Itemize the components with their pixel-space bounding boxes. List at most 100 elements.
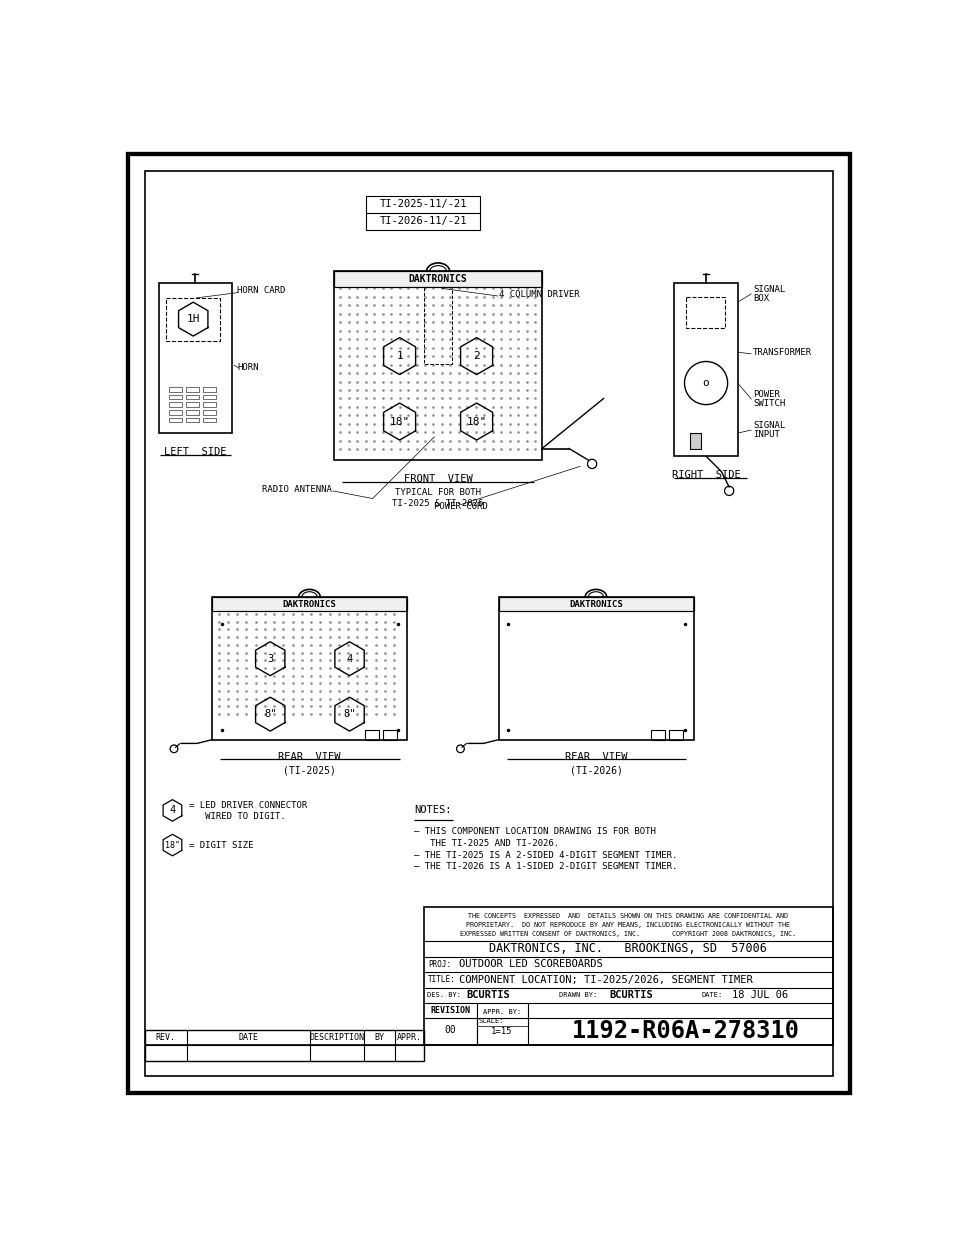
Text: – THIS COMPONENT LOCATION DRAWING IS FOR BOTH: – THIS COMPONENT LOCATION DRAWING IS FOR… bbox=[414, 827, 656, 836]
Text: 18": 18" bbox=[466, 416, 486, 426]
Bar bbox=[166, 299, 220, 341]
Bar bbox=[203, 403, 215, 406]
Text: 4 COLUMN DRIVER: 4 COLUMN DRIVER bbox=[498, 290, 579, 299]
Text: INPUT: INPUT bbox=[752, 430, 780, 440]
Text: SWITCH: SWITCH bbox=[752, 399, 784, 409]
Text: BCURTIS: BCURTIS bbox=[466, 990, 510, 1000]
Text: – THE TI-2026 IS A 1-SIDED 2-DIGIT SEGMENT TIMER.: – THE TI-2026 IS A 1-SIDED 2-DIGIT SEGME… bbox=[414, 862, 677, 871]
Text: = DIGIT SIZE: = DIGIT SIZE bbox=[190, 841, 253, 850]
Text: REAR  VIEW: REAR VIEW bbox=[564, 752, 626, 762]
Text: DAKTRONICS: DAKTRONICS bbox=[408, 274, 467, 284]
Text: (TI-2026): (TI-2026) bbox=[569, 766, 621, 776]
Bar bbox=[170, 395, 181, 399]
Bar bbox=[424, 287, 452, 364]
Bar bbox=[203, 395, 215, 399]
Text: REV.: REV. bbox=[155, 1032, 175, 1042]
Text: = LED DRIVER CONNECTOR: = LED DRIVER CONNECTOR bbox=[190, 802, 307, 810]
Text: 4: 4 bbox=[169, 805, 175, 815]
Bar bbox=[498, 597, 693, 740]
Text: HORN: HORN bbox=[237, 363, 258, 372]
Bar bbox=[186, 417, 198, 422]
Text: TI-2025-11/-21: TI-2025-11/-21 bbox=[379, 199, 467, 210]
Text: BOX: BOX bbox=[752, 294, 768, 303]
Bar bbox=[186, 410, 198, 415]
Bar bbox=[674, 283, 737, 456]
Text: PROJ:: PROJ: bbox=[428, 960, 451, 969]
Text: DRAWN BY:: DRAWN BY: bbox=[558, 992, 597, 998]
Text: DESCRIPTION: DESCRIPTION bbox=[310, 1032, 364, 1042]
Text: TRANSFORMER: TRANSFORMER bbox=[752, 348, 811, 357]
Text: BY: BY bbox=[375, 1032, 384, 1042]
Bar bbox=[498, 597, 693, 611]
Text: 18": 18" bbox=[389, 416, 409, 426]
Bar bbox=[145, 1030, 424, 1061]
Bar bbox=[382, 730, 396, 740]
Text: THE TI-2025 AND TI-2026.: THE TI-2025 AND TI-2026. bbox=[414, 839, 558, 848]
Text: 1=15: 1=15 bbox=[491, 1026, 512, 1036]
Text: TI-2025 & TI-2026: TI-2025 & TI-2026 bbox=[392, 499, 483, 508]
Text: RADIO ANTENNA: RADIO ANTENNA bbox=[262, 485, 332, 494]
Text: POWER CORD: POWER CORD bbox=[433, 501, 487, 511]
Text: PROPRIETARY.  DO NOT REPRODUCE BY ANY MEANS, INCLUDING ELECTRONICALLY WITHOUT TH: PROPRIETARY. DO NOT REPRODUCE BY ANY MEA… bbox=[466, 923, 789, 929]
Text: BCURTIS: BCURTIS bbox=[608, 990, 652, 1000]
Text: o: o bbox=[702, 378, 709, 388]
Text: SCALE:: SCALE: bbox=[477, 1018, 503, 1024]
Text: 8": 8" bbox=[343, 709, 355, 719]
Bar bbox=[685, 296, 723, 327]
Text: 2: 2 bbox=[473, 351, 479, 361]
Text: APPR. BY:: APPR. BY: bbox=[482, 1009, 520, 1015]
Text: SIGNAL: SIGNAL bbox=[752, 284, 784, 294]
Text: HORN CARD: HORN CARD bbox=[237, 287, 285, 295]
Bar bbox=[203, 410, 215, 415]
Text: EXPRESSED WRITTEN CONSENT OF DAKTRONICS, INC.        COPYRIGHT 2008 DAKTRONICS, : EXPRESSED WRITTEN CONSENT OF DAKTRONICS,… bbox=[459, 931, 796, 937]
Bar bbox=[334, 272, 541, 461]
Text: WIRED TO DIGIT.: WIRED TO DIGIT. bbox=[190, 813, 286, 821]
Bar bbox=[651, 730, 664, 740]
Bar bbox=[170, 403, 181, 406]
Text: 3: 3 bbox=[267, 653, 274, 663]
Text: TITLE:: TITLE: bbox=[428, 976, 456, 984]
Text: DATE:: DATE: bbox=[700, 992, 722, 998]
Text: (TI-2025): (TI-2025) bbox=[283, 766, 335, 776]
Text: 1192-R06A-278310: 1192-R06A-278310 bbox=[572, 1019, 800, 1044]
Bar bbox=[186, 403, 198, 406]
Bar bbox=[203, 417, 215, 422]
Text: REAR  VIEW: REAR VIEW bbox=[278, 752, 340, 762]
Text: 00: 00 bbox=[444, 1025, 456, 1035]
Text: DAKTRONICS: DAKTRONICS bbox=[282, 599, 336, 609]
Bar bbox=[186, 387, 198, 391]
Text: DAKTRONICS: DAKTRONICS bbox=[569, 599, 622, 609]
Bar bbox=[689, 433, 700, 448]
Bar bbox=[213, 597, 407, 740]
Text: POWER: POWER bbox=[752, 390, 780, 399]
Text: SIGNAL: SIGNAL bbox=[752, 421, 784, 430]
Bar bbox=[366, 196, 480, 230]
Text: LEFT  SIDE: LEFT SIDE bbox=[163, 447, 226, 457]
Bar bbox=[365, 730, 378, 740]
Text: FRONT  VIEW: FRONT VIEW bbox=[403, 474, 472, 484]
Text: APPR.: APPR. bbox=[396, 1032, 421, 1042]
Text: 18": 18" bbox=[165, 841, 180, 850]
Text: TYPICAL FOR BOTH: TYPICAL FOR BOTH bbox=[395, 488, 480, 496]
Bar bbox=[213, 597, 407, 611]
Text: REVISION: REVISION bbox=[430, 1007, 470, 1015]
Bar bbox=[213, 597, 407, 611]
Text: – THE TI-2025 IS A 2-SIDED 4-DIGIT SEGMENT TIMER.: – THE TI-2025 IS A 2-SIDED 4-DIGIT SEGME… bbox=[414, 851, 677, 860]
Text: 8": 8" bbox=[264, 709, 276, 719]
Text: TI-2026-11/-21: TI-2026-11/-21 bbox=[379, 216, 467, 226]
Bar bbox=[186, 395, 198, 399]
Text: DAKTRONICS, INC.   BROOKINGS, SD  57006: DAKTRONICS, INC. BROOKINGS, SD 57006 bbox=[489, 942, 766, 956]
Bar bbox=[498, 597, 693, 611]
Text: 1H: 1H bbox=[186, 314, 200, 324]
Text: DES. BY:: DES. BY: bbox=[426, 992, 460, 998]
Text: COMPONENT LOCATION; TI-2025/2026, SEGMENT TIMER: COMPONENT LOCATION; TI-2025/2026, SEGMEN… bbox=[458, 974, 752, 984]
Text: NOTES:: NOTES: bbox=[414, 805, 452, 815]
Text: OUTDOOR LED SCOREBOARDS: OUTDOOR LED SCOREBOARDS bbox=[458, 960, 602, 969]
Bar bbox=[170, 387, 181, 391]
Bar bbox=[334, 272, 541, 287]
Bar bbox=[668, 730, 682, 740]
Bar bbox=[424, 906, 832, 1045]
Text: THE CONCEPTS  EXPRESSED  AND  DETAILS SHOWN ON THIS DRAWING ARE CONFIDENTIAL AND: THE CONCEPTS EXPRESSED AND DETAILS SHOWN… bbox=[468, 913, 787, 919]
Bar bbox=[334, 272, 541, 287]
Bar bbox=[158, 283, 232, 433]
